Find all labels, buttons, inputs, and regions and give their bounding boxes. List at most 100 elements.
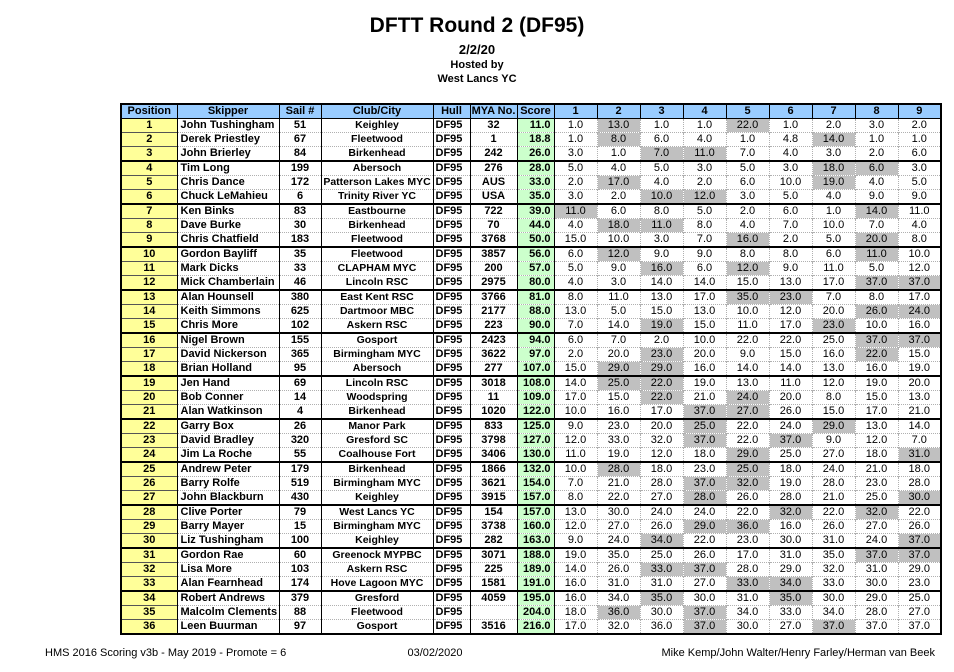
club-city-cell: Greenock MYPBC [320, 547, 433, 563]
race-score-cell: 4.0 [854, 175, 898, 190]
race-score-cell: 30.0 [854, 576, 898, 592]
race-score-cell: 25.0 [854, 490, 898, 506]
club-city-cell: Fleetwood [320, 132, 433, 147]
race-score-cell-discard: 20.0 [854, 232, 898, 248]
race-score-cell: 27.0 [639, 490, 683, 506]
race-score-cell: 20.0 [682, 347, 726, 362]
race-score-cell-discard: 17.0 [596, 175, 640, 190]
race-score-cell: 3.0 [897, 160, 941, 176]
race-score-cell: 8.0 [553, 289, 597, 305]
sail-number-cell: 174 [278, 576, 321, 592]
position-cell: 10 [121, 246, 177, 262]
total-score-cell: 44.0 [516, 218, 554, 233]
club-city-cell: Lincoln RSC [320, 375, 433, 391]
position-cell: 36 [121, 619, 177, 635]
mya-number-cell: 223 [469, 318, 517, 334]
sail-number-cell: 183 [278, 232, 321, 248]
club-city-cell: Woodspring [320, 390, 433, 405]
race-score-cell: 2.0 [553, 175, 597, 190]
position-cell: 8 [121, 218, 177, 233]
race-score-cell: 1.0 [596, 146, 640, 162]
table-row: 24 Jim La Roche 55 Coalhouse Fort DF95 3406 13… [121, 447, 941, 463]
race-score-cell: 22.0 [725, 433, 769, 448]
skipper-cell: John Tushingham [176, 118, 279, 133]
race-score-cell: 1.0 [553, 118, 597, 133]
race-score-cell: 33.0 [768, 605, 812, 620]
skipper-cell: Chris More [176, 318, 279, 334]
column-header: 3 [639, 103, 684, 119]
total-score-cell: 195.0 [516, 590, 554, 606]
race-score-cell-discard: 24.0 [897, 304, 941, 319]
race-score-cell-discard: 29.0 [639, 361, 683, 377]
total-score-cell: 80.0 [516, 275, 554, 291]
race-score-cell: 10.0 [596, 232, 640, 248]
race-score-cell-discard: 33.0 [725, 576, 769, 592]
column-header: Score [516, 103, 555, 119]
race-score-cell: 3.0 [553, 189, 597, 205]
race-score-cell: 15.0 [768, 347, 812, 362]
race-score-cell: 35.0 [596, 547, 640, 563]
skipper-cell: Liz Tushingham [176, 533, 279, 549]
race-score-cell: 3.0 [725, 189, 769, 205]
race-score-cell: 18.0 [897, 461, 941, 477]
total-score-cell: 122.0 [516, 404, 554, 420]
race-score-cell: 8.0 [553, 490, 597, 506]
race-score-cell: 15.0 [596, 390, 640, 405]
race-score-cell: 16.0 [897, 318, 941, 334]
column-header: 2 [596, 103, 641, 119]
race-score-cell: 17.0 [639, 404, 683, 420]
race-score-cell: 22.0 [682, 533, 726, 549]
table-row: 2 Derek Priestley 67 Fleetwood DF95 1 18.8 1.0 8… [121, 132, 941, 147]
column-header: Skipper [176, 103, 280, 119]
race-score-cell: 17.0 [725, 547, 769, 563]
skipper-cell: Brian Holland [176, 361, 279, 377]
table-row: 8 Dave Burke 30 Birkenhead DF95 70 44.0 4.0 18.0… [121, 218, 941, 233]
race-score-cell: 28.0 [639, 476, 683, 491]
mya-number-cell: 3516 [469, 619, 517, 635]
race-score-cell: 26.0 [811, 519, 855, 534]
position-cell: 25 [121, 461, 177, 477]
position-cell: 28 [121, 504, 177, 520]
club-city-cell: Birmingham MYC [320, 519, 433, 534]
hull-cell: DF95 [432, 289, 470, 305]
race-score-cell: 2.0 [639, 332, 683, 348]
race-score-cell: 18.0 [639, 461, 683, 477]
table-row: 33 Alan Fearnhead 174 Hove Lagoon MYC DF95 15… [121, 576, 941, 592]
skipper-cell: Barry Mayer [176, 519, 279, 534]
hull-cell: DF95 [432, 519, 470, 534]
race-score-cell-discard: 37.0 [854, 332, 898, 348]
race-score-cell: 5.0 [811, 232, 855, 248]
total-score-cell: 204.0 [516, 605, 554, 620]
race-score-cell: 14.0 [897, 418, 941, 434]
hull-cell: DF95 [432, 590, 470, 606]
race-score-cell: 25.0 [639, 547, 683, 563]
race-score-cell: 6.0 [811, 246, 855, 262]
race-score-cell: 15.0 [553, 361, 597, 377]
race-score-cell: 7.0 [897, 433, 941, 448]
mya-number-cell: 2423 [469, 332, 517, 348]
club-city-cell: Abersoch [320, 361, 433, 377]
race-score-cell-discard: 18.0 [811, 160, 855, 176]
race-score-cell: 13.0 [682, 304, 726, 319]
position-cell: 35 [121, 605, 177, 620]
race-score-cell: 6.0 [596, 203, 640, 219]
race-score-cell: 9.0 [768, 261, 812, 276]
race-score-cell: 12.0 [897, 261, 941, 276]
club-city-cell: Birmingham MYC [320, 476, 433, 491]
position-cell: 3 [121, 146, 177, 162]
hull-cell: DF95 [432, 504, 470, 520]
race-score-cell: 13.0 [897, 390, 941, 405]
race-score-cell: 19.0 [897, 361, 941, 377]
column-header: 5 [725, 103, 770, 119]
sail-number-cell: 83 [278, 203, 321, 219]
race-score-cell: 22.0 [725, 332, 769, 348]
club-city-cell: Fleetwood [320, 605, 433, 620]
position-cell: 12 [121, 275, 177, 291]
race-score-cell: 6.0 [725, 175, 769, 190]
mya-number-cell: 2975 [469, 275, 517, 291]
sail-number-cell: 103 [278, 562, 321, 577]
race-score-cell: 33.0 [811, 576, 855, 592]
total-score-cell: 50.0 [516, 232, 554, 248]
skipper-cell: David Nickerson [176, 347, 279, 362]
race-score-cell: 5.0 [725, 160, 769, 176]
